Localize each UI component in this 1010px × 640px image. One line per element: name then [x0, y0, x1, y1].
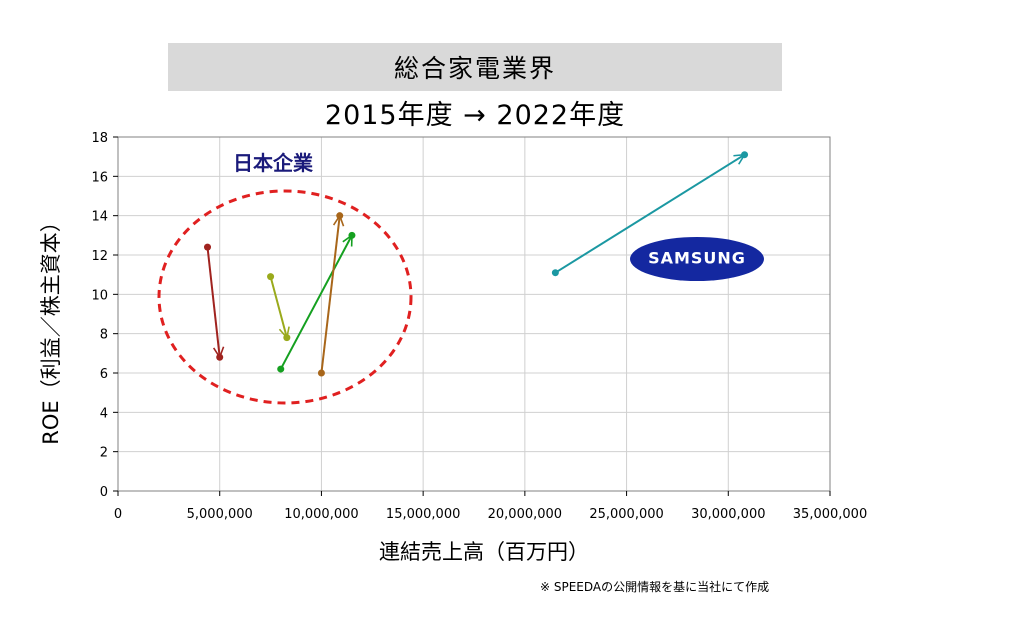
- x-tick-label: 10,000,000: [284, 507, 358, 522]
- y-tick-label: 2: [100, 446, 108, 461]
- chart-subtitle: 2015年度 → 2022年度: [324, 100, 626, 131]
- y-tick-label: 18: [91, 131, 108, 146]
- plot-area: [117, 136, 831, 492]
- series-arrow-line: [554, 155, 744, 274]
- data-point-start: [267, 273, 275, 281]
- source-note: ※ SPEEDAの公開情報を基に当社にて作成: [540, 580, 770, 594]
- y-tick-label: 14: [91, 210, 108, 225]
- x-tick-label: 0: [114, 507, 122, 522]
- y-tick-label: 6: [100, 367, 108, 382]
- y-tick-label: 8: [100, 328, 108, 343]
- samsung-logo-text: SAMSUNG: [648, 249, 746, 268]
- y-tick-label: 10: [91, 288, 108, 303]
- x-tick-label: 35,000,000: [793, 507, 867, 522]
- data-point-start: [551, 269, 559, 277]
- data-point-end: [336, 212, 344, 220]
- x-tick-label: 25,000,000: [589, 507, 663, 522]
- samsung-logo-ellipse: [630, 237, 764, 281]
- data-point-start: [317, 369, 325, 377]
- series-arrows: [204, 151, 749, 377]
- data-point-end: [348, 231, 356, 239]
- data-point-start: [204, 243, 212, 251]
- y-tick-label: 4: [100, 406, 108, 421]
- chart-title: 総合家電業界: [168, 43, 782, 91]
- series-arrow-line: [279, 235, 353, 370]
- grid-lines: [117, 136, 831, 492]
- y-axis-title: ROE（利益／株主資本）: [39, 211, 63, 444]
- y-tick-label: 12: [91, 249, 108, 264]
- x-tick-label: 5,000,000: [187, 507, 253, 522]
- data-point-start: [277, 365, 285, 373]
- y-tick-label: 0: [100, 485, 108, 500]
- data-point-end: [216, 353, 224, 361]
- x-tick-label: 15,000,000: [386, 507, 460, 522]
- y-tick-label: 16: [91, 170, 108, 185]
- japan-companies-label: 日本企業: [233, 151, 314, 175]
- axes: 0 5,000,000 10,000,000 15,000,000 20,000,000…: [91, 131, 867, 522]
- samsung-logo: SAMSUNG: [630, 237, 764, 281]
- series-arrow-line: [269, 276, 287, 338]
- x-axis-title: 連結売上高（百万円）: [379, 540, 589, 564]
- x-tick-label: 30,000,000: [691, 507, 765, 522]
- data-point-end: [741, 151, 749, 159]
- data-point-end: [283, 334, 291, 342]
- series-arrow-line: [206, 247, 220, 357]
- x-tick-label: 20,000,000: [488, 507, 562, 522]
- series-arrow-line: [320, 216, 339, 374]
- japan-companies-ellipse: [157, 189, 413, 405]
